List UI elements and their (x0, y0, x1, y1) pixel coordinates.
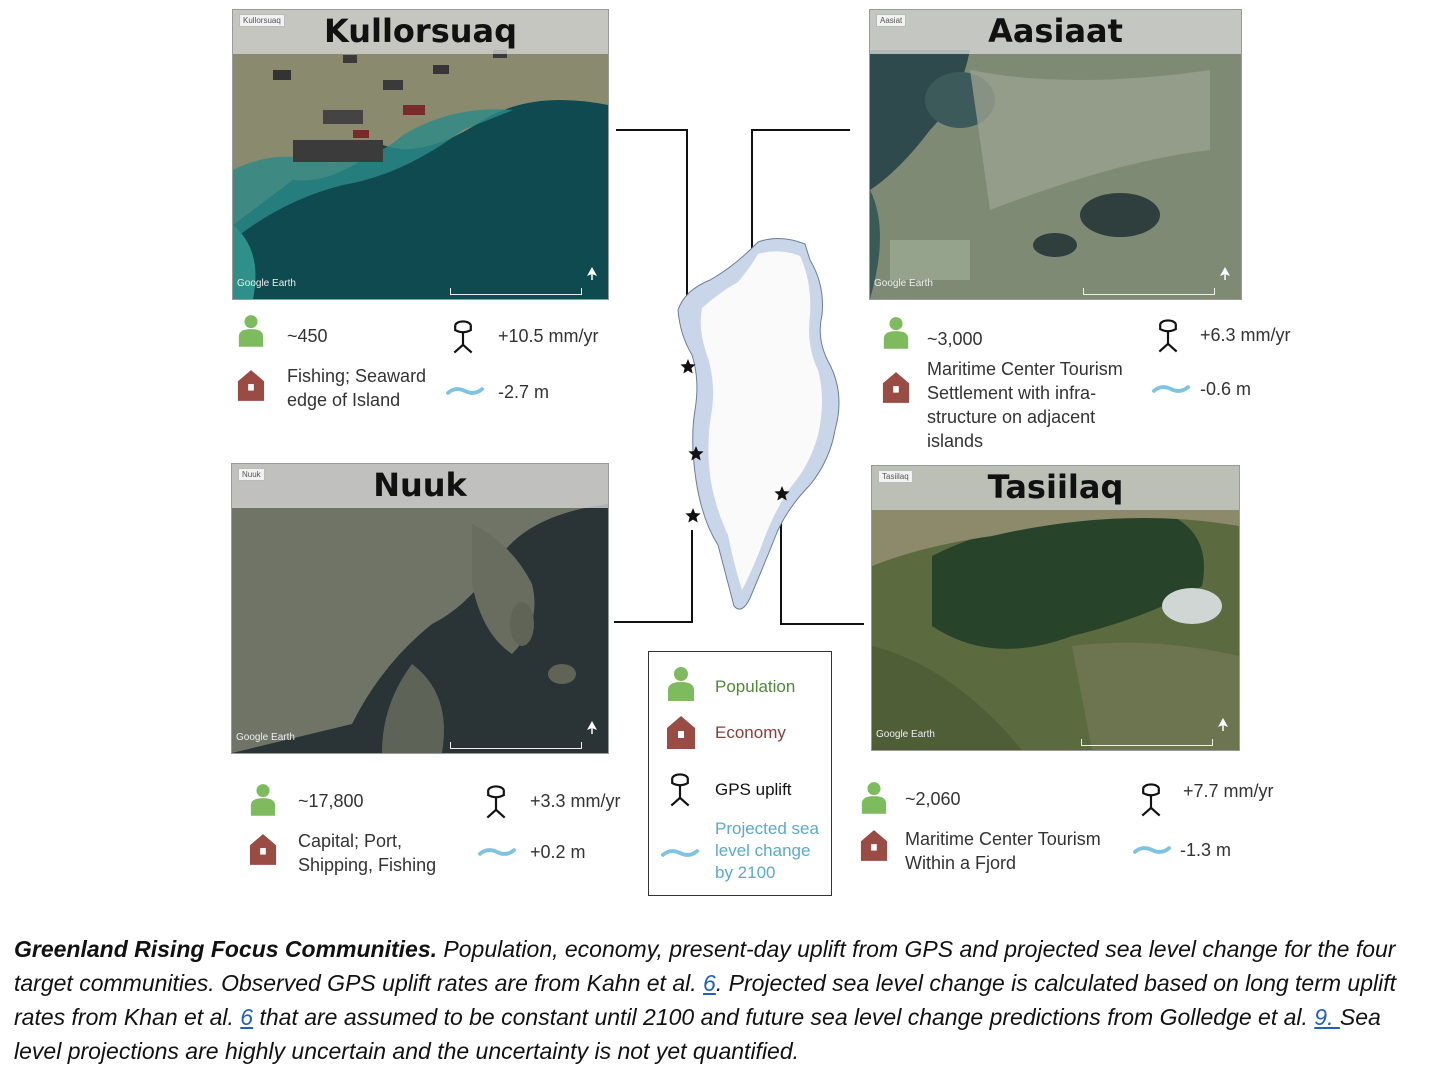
nuuk-economy: Capital; Port, Shipping, Fishing (298, 831, 437, 875)
legend-economy-icon (666, 715, 696, 749)
tasiilaq-uplift: +7.7 mm/yr (1183, 781, 1274, 801)
kullorsuaq-sea-level-icon (446, 384, 484, 398)
aasiaat-sea-level-icon (1152, 382, 1190, 396)
aasiaat-economy-icon (882, 370, 910, 404)
nuuk-gps-icon (483, 783, 509, 821)
north-arrow-icon (1218, 718, 1228, 731)
nuuk-economy-icon (249, 832, 277, 866)
tasiilaq-gps-icon (1138, 781, 1164, 819)
aasiaat-population-icon (882, 315, 910, 349)
caption-text-2: . Projected sea level change is calculat… (14, 970, 1397, 1030)
kullorsuaq-satellite-panel: Kullorsuaq Kullorsuaq Google Earth (232, 9, 609, 300)
legend-box: Population Economy GPS uplift Projected … (648, 651, 832, 896)
scale-bar (1081, 739, 1213, 746)
tasiilaq-satellite-image (872, 466, 1239, 750)
scale-bar (450, 742, 582, 749)
kullorsuaq-satellite-image (233, 10, 608, 299)
caption-text-1: Population, economy, present-day uplift … (14, 936, 1396, 996)
greenland-interior (700, 251, 822, 590)
caption-text-4: Sea level projections are highly uncerta… (14, 1004, 1381, 1064)
legend-sea-level-icon (661, 846, 699, 860)
caption-ref-golledge[interactable]: 9. (1314, 1004, 1340, 1030)
nuuk-satellite-image (232, 464, 608, 753)
tasiilaq-population-icon (860, 780, 888, 814)
kullorsuaq-title-band: Kullorsuaq Kullorsuaq (233, 10, 608, 54)
nuuk-satellite-panel: Nuuk Nuuk Google Earth (231, 463, 609, 754)
nuuk-title-band: Nuuk Nuuk (232, 464, 608, 508)
imagery-credit: Google Earth (876, 729, 935, 740)
tasiilaq-title-band: Tasiilaq Tasiilaq (872, 466, 1239, 510)
legend-population-icon (666, 665, 696, 701)
figure-caption: Greenland Rising Focus Communities. Popu… (14, 932, 1429, 1068)
legend-gps-icon (667, 771, 693, 809)
legend-sea-level-label: Projected sea level change by 2100 (715, 819, 819, 882)
nuuk-title: Nuuk (373, 466, 467, 504)
tasiilaq-economy: Maritime Center Tourism Within a Fjord (905, 829, 1101, 873)
nuuk-population-icon (249, 782, 277, 816)
aasiaat-sea-level: -0.6 m (1200, 379, 1252, 399)
nuuk-population: ~17,800 (298, 791, 364, 811)
tasiilaq-image-tag: Tasiilaq (878, 470, 913, 483)
tasiilaq-sea-level: -1.3 m (1180, 840, 1232, 860)
aasiaat-title: Aasiaat (988, 12, 1123, 50)
scale-bar (450, 288, 582, 295)
imagery-credit: Google Earth (237, 278, 296, 289)
legend-population-label: Population (715, 677, 796, 696)
aasiaat-uplift: +6.3 mm/yr (1200, 325, 1291, 345)
greenland-map (677, 238, 840, 610)
aasiaat-satellite-panel: Aasiat Aasiaat Google Earth (869, 9, 1242, 300)
tasiilaq-star (774, 486, 790, 501)
kullorsuaq-star (680, 359, 696, 374)
caption-ref-kahn[interactable]: 6 (703, 970, 716, 996)
kullorsuaq-image-tag: Kullorsuaq (239, 14, 285, 27)
kullorsuaq-sea-level: -2.7 m (498, 382, 550, 402)
tasiilaq-sea-level-icon (1133, 843, 1171, 857)
nuuk-uplift: +3.3 mm/yr (530, 791, 621, 811)
north-arrow-icon (587, 267, 597, 280)
nuuk-image-tag: Nuuk (238, 468, 265, 481)
aasiaat-gps-icon (1155, 317, 1181, 355)
kullorsuaq-population-icon (237, 313, 265, 347)
tasiilaq-population: ~2,060 (905, 789, 961, 809)
tasiilaq-economy-icon (860, 828, 888, 862)
caption-text-3: that are assumed to be constant until 21… (253, 1004, 1315, 1030)
aasiaat-star (688, 446, 704, 461)
kullorsuaq-population: ~450 (287, 326, 328, 346)
nuuk-sea-level-icon (478, 845, 516, 859)
aasiaat-satellite-image (870, 10, 1241, 299)
aasiaat-image-tag: Aasiat (876, 14, 907, 27)
imagery-credit: Google Earth (236, 732, 295, 743)
nuuk-star (685, 508, 701, 523)
kullorsuaq-economy-icon (237, 368, 265, 402)
imagery-credit: Google Earth (874, 278, 933, 289)
tasiilaq-title: Tasiilaq (987, 468, 1124, 506)
caption-ref-khan[interactable]: 6 (240, 1004, 254, 1030)
legend-gps-label: GPS uplift (715, 780, 792, 799)
kullorsuaq-economy: Fishing; Seaward edge of Island (287, 366, 427, 410)
aasiaat-population: ~3,000 (927, 329, 983, 349)
legend-economy-label: Economy (715, 723, 786, 742)
scale-bar (1083, 288, 1215, 295)
tasiilaq-satellite-panel: Tasiilaq Tasiilaq Google Earth (871, 465, 1240, 751)
kullorsuaq-uplift: +10.5 mm/yr (498, 326, 599, 346)
aasiaat-economy: Maritime Center Tourism Settlement with … (927, 359, 1123, 451)
north-arrow-icon (1220, 267, 1230, 280)
nuuk-sea-level: +0.2 m (530, 842, 586, 862)
kullorsuaq-gps-icon (450, 318, 476, 356)
north-arrow-icon (587, 721, 597, 734)
caption-title: Greenland Rising Focus Communities. (14, 936, 438, 962)
kullorsuaq-title: Kullorsuaq (323, 12, 518, 50)
aasiaat-title-band: Aasiat Aasiaat (870, 10, 1241, 54)
